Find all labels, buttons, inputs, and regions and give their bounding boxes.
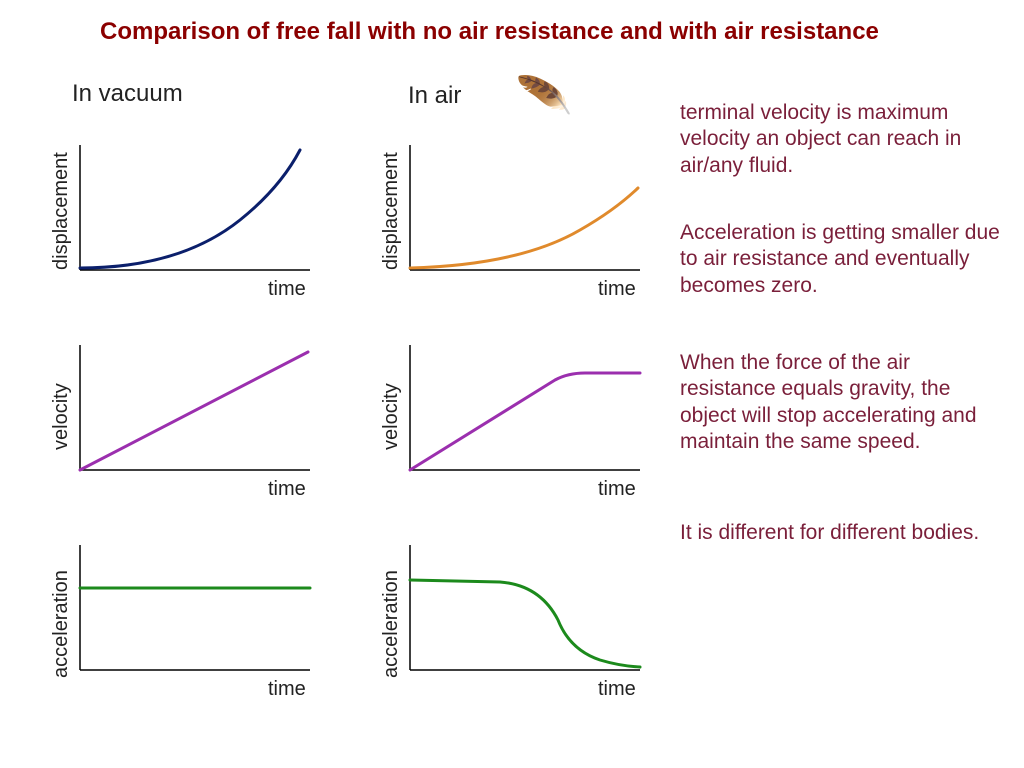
column-header-vacuum: In vacuum xyxy=(72,80,183,108)
xlabel-air-disp: time xyxy=(598,278,636,301)
note-accel-zero: Acceleration is getting smaller due to a… xyxy=(680,220,1010,299)
chart-air-acceleration xyxy=(390,540,650,680)
chart-air-displacement xyxy=(390,140,650,280)
note-different-bodies: It is different for different bodies. xyxy=(680,520,1010,546)
page-title: Comparison of free fall with no air resi… xyxy=(100,18,879,46)
chart-vacuum-displacement xyxy=(60,140,320,280)
xlabel-air-acc: time xyxy=(598,678,636,701)
note-terminal-velocity: terminal velocity is maximum velocity an… xyxy=(680,100,1010,179)
ylabel-vac-acc: acceleration xyxy=(50,570,73,678)
ylabel-air-acc: acceleration xyxy=(380,570,403,678)
xlabel-vac-disp: time xyxy=(268,278,306,301)
ylabel-air-vel: velocity xyxy=(380,383,403,450)
xlabel-vac-vel: time xyxy=(268,478,306,501)
ylabel-vac-disp: displacement xyxy=(50,152,73,270)
chart-vacuum-acceleration xyxy=(60,540,320,680)
chart-air-velocity xyxy=(390,340,650,480)
ylabel-vac-vel: velocity xyxy=(50,383,73,450)
xlabel-vac-acc: time xyxy=(268,678,306,701)
xlabel-air-vel: time xyxy=(598,478,636,501)
ylabel-air-disp: displacement xyxy=(380,152,403,270)
feather-icon: 🪶 xyxy=(515,69,574,125)
chart-vacuum-velocity xyxy=(60,340,320,480)
column-header-air: In air xyxy=(408,82,461,110)
note-force-balance: When the force of the air resistance equ… xyxy=(680,350,1010,455)
